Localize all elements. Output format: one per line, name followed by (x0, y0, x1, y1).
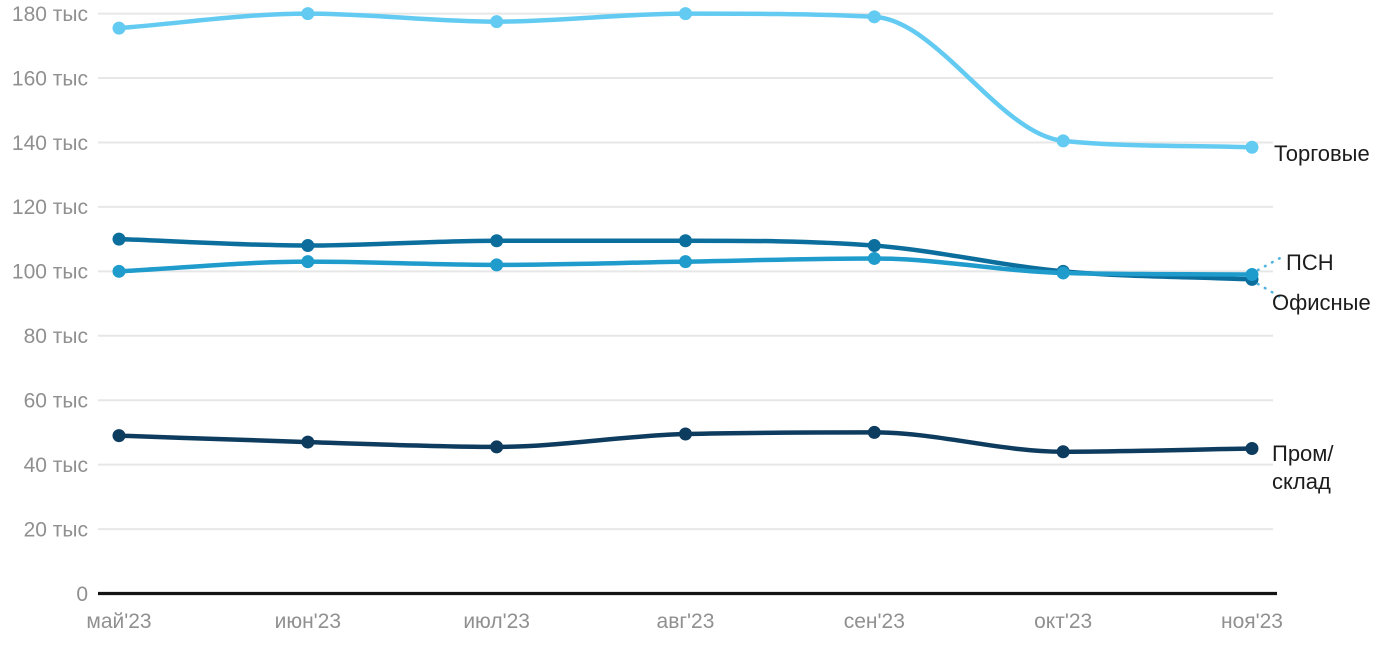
data-point-3-3 (678, 427, 692, 441)
data-point-1-4 (867, 239, 881, 253)
data-point-3-2 (490, 440, 504, 454)
x-axis-tick-label-0: май'23 (86, 610, 151, 633)
data-point-3-6 (1245, 442, 1259, 456)
y-axis-tick-label-160: 160 тыс (12, 67, 88, 90)
data-point-3-1 (301, 435, 315, 449)
y-axis-tick-label-120: 120 тыс (12, 196, 88, 219)
series-label-1: Офисные (1272, 290, 1371, 315)
data-point-0-4 (867, 10, 881, 24)
data-point-2-3 (678, 255, 692, 269)
y-axis-tick-label-40: 40 тыс (24, 454, 88, 477)
series-label-0: Торговые (1274, 141, 1370, 166)
data-point-2-6 (1245, 268, 1259, 282)
data-point-1-1 (301, 239, 315, 253)
data-point-1-0 (112, 232, 126, 246)
data-point-3-0 (112, 429, 126, 443)
x-axis-tick-label-1: июн'23 (275, 610, 341, 633)
label-leader-line-1 (1256, 282, 1284, 300)
y-axis-tick-label-60: 60 тыс (24, 390, 88, 413)
y-axis-tick-label-140: 140 тыс (12, 132, 88, 155)
data-point-0-5 (1056, 134, 1070, 148)
y-axis-tick-label-180: 180 тыс (12, 3, 88, 26)
y-axis-tick-label-0: 0 (76, 583, 88, 606)
data-point-2-5 (1056, 266, 1070, 280)
x-axis-tick-label-3: авг'23 (657, 610, 715, 633)
series-label-3-line-1: склад (1272, 469, 1331, 494)
data-point-2-2 (490, 258, 504, 272)
x-axis-tick-label-5: окт'23 (1034, 610, 1092, 633)
x-axis-tick-label-6: ноя'23 (1221, 610, 1283, 633)
data-point-2-4 (867, 251, 881, 265)
series-label-2: ПСН (1286, 250, 1334, 275)
data-point-1-2 (490, 234, 504, 248)
data-point-0-1 (301, 7, 315, 21)
x-axis-tick-label-4: сен'23 (844, 610, 905, 633)
data-point-0-0 (112, 21, 126, 35)
data-point-2-1 (301, 255, 315, 269)
data-point-3-5 (1056, 445, 1070, 459)
data-point-3-4 (867, 425, 881, 439)
series-line-0 (116, 11, 1255, 150)
data-point-2-0 (112, 264, 126, 278)
data-point-0-2 (490, 15, 504, 29)
data-point-1-3 (678, 234, 692, 248)
label-leader-line-0 (1256, 255, 1284, 272)
y-axis-tick-label-20: 20 тыс (24, 518, 88, 541)
data-point-0-3 (678, 7, 692, 21)
x-axis-tick-label-2: июл'23 (463, 610, 530, 633)
y-axis-tick-label-100: 100 тыс (12, 261, 88, 284)
series-label-3-line-0: Пром/ (1272, 441, 1334, 466)
y-axis-tick-label-80: 80 тыс (24, 325, 88, 348)
data-point-0-6 (1245, 140, 1259, 154)
